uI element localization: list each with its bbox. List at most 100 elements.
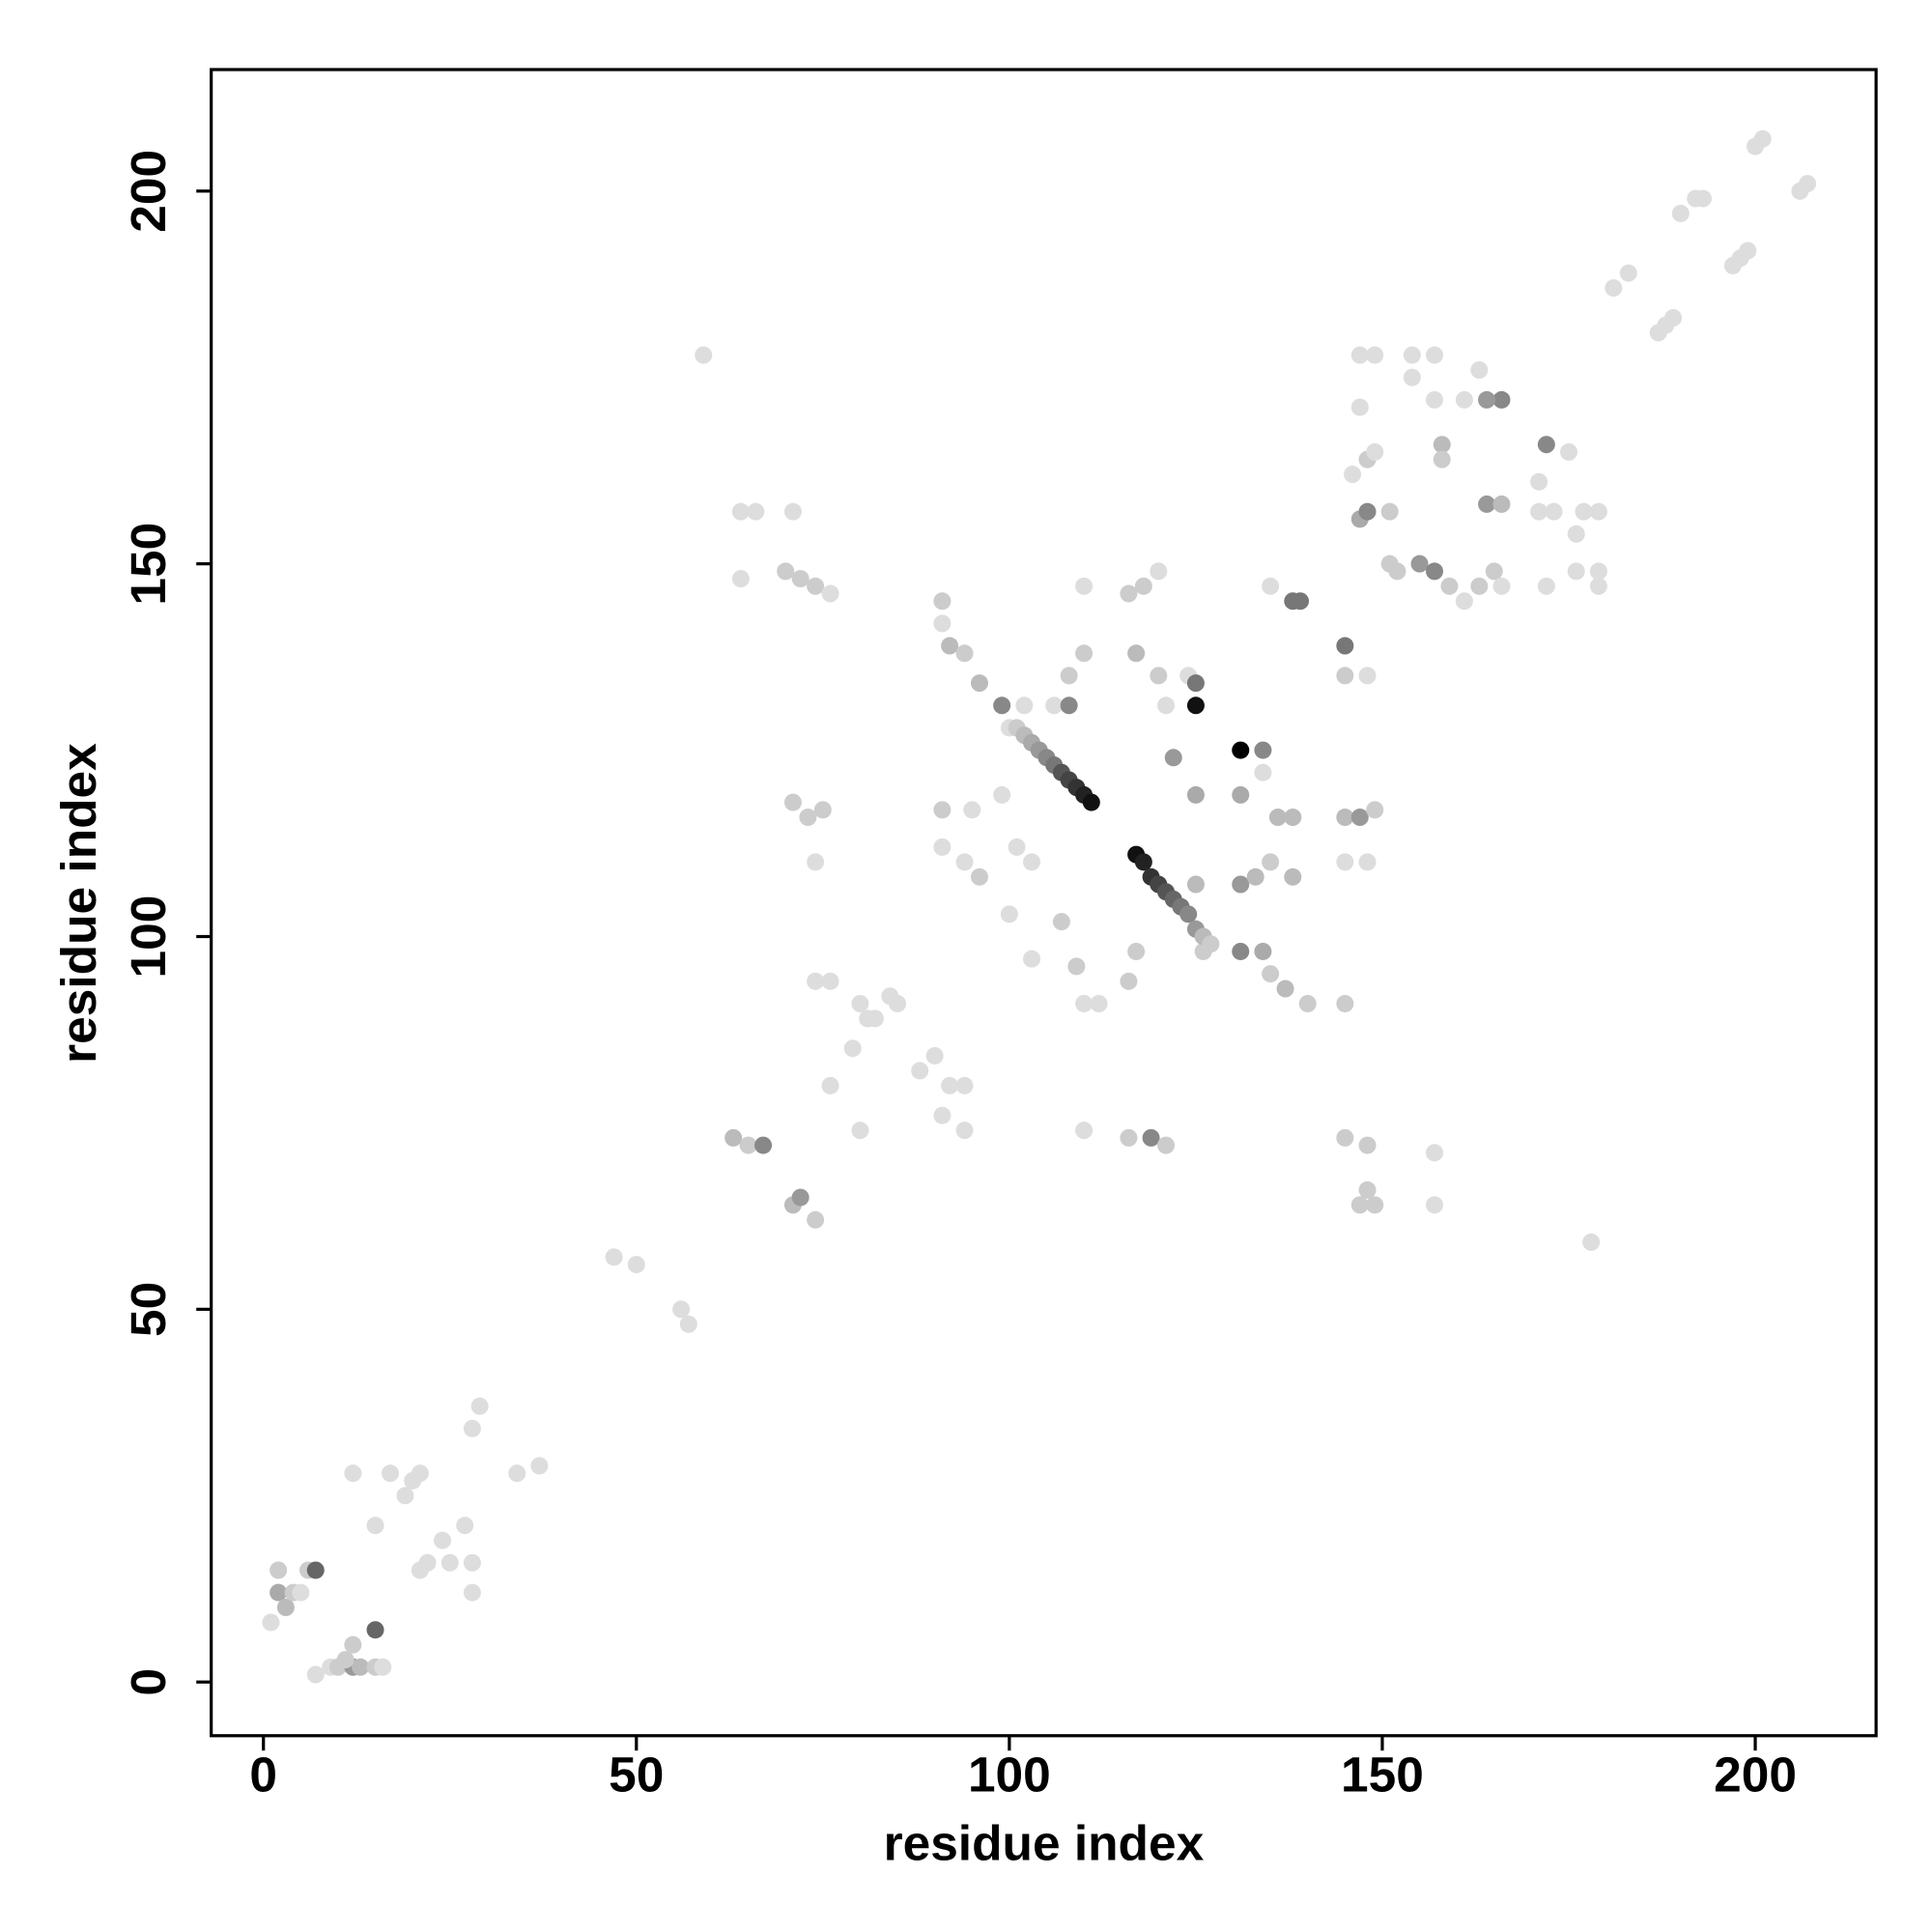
point xyxy=(1268,809,1287,827)
point xyxy=(933,801,952,819)
point xyxy=(366,1517,384,1535)
point xyxy=(1202,935,1220,953)
point xyxy=(396,1487,414,1505)
point xyxy=(344,1464,362,1483)
point xyxy=(1157,1136,1176,1154)
point xyxy=(1186,785,1205,804)
point xyxy=(1425,1144,1444,1162)
point xyxy=(1425,346,1444,364)
point xyxy=(1254,763,1272,781)
y-tick-label: 200 xyxy=(120,150,176,233)
point xyxy=(463,1553,481,1572)
point xyxy=(1134,853,1152,871)
point xyxy=(925,1046,944,1065)
point xyxy=(859,1009,877,1028)
point xyxy=(1739,242,1757,260)
point xyxy=(470,1397,489,1415)
point xyxy=(1186,875,1205,894)
point xyxy=(807,853,825,871)
point xyxy=(1336,667,1354,685)
point xyxy=(889,994,907,1012)
point xyxy=(679,1315,697,1333)
point xyxy=(1388,562,1406,581)
point xyxy=(1567,525,1585,543)
point xyxy=(783,502,802,521)
point xyxy=(1232,741,1250,759)
point xyxy=(1284,867,1302,886)
point xyxy=(1008,838,1026,856)
point xyxy=(1693,189,1712,208)
point xyxy=(777,562,795,581)
point xyxy=(1336,853,1354,871)
point xyxy=(381,1464,399,1483)
point xyxy=(933,592,952,611)
point xyxy=(783,793,802,811)
point xyxy=(411,1464,429,1483)
point xyxy=(1753,129,1772,148)
point xyxy=(1082,793,1100,811)
point xyxy=(1366,346,1384,364)
point xyxy=(1232,942,1250,960)
point xyxy=(1127,644,1146,663)
point xyxy=(374,1658,392,1676)
point xyxy=(276,1599,295,1617)
point xyxy=(1134,577,1152,595)
point xyxy=(799,809,817,827)
plot-frame xyxy=(210,68,1878,1738)
point xyxy=(1090,994,1108,1012)
x-tick-label: 0 xyxy=(249,1747,277,1803)
point xyxy=(1403,368,1421,386)
point xyxy=(1366,801,1384,819)
point xyxy=(1015,696,1034,715)
point xyxy=(1023,950,1041,968)
point xyxy=(1186,696,1205,715)
point xyxy=(724,1128,743,1147)
point xyxy=(1350,398,1369,416)
point xyxy=(1425,1196,1444,1214)
x-tick-label: 200 xyxy=(1714,1747,1797,1803)
y-tick-label: 150 xyxy=(120,523,176,606)
point xyxy=(1179,905,1198,923)
point xyxy=(366,1621,384,1639)
point xyxy=(1262,577,1280,595)
point xyxy=(933,838,952,856)
point xyxy=(672,1300,691,1319)
point xyxy=(955,1122,974,1140)
point xyxy=(1298,994,1317,1012)
point xyxy=(1589,562,1607,581)
point xyxy=(1358,1180,1377,1199)
point xyxy=(463,1583,481,1602)
point xyxy=(731,570,750,588)
point xyxy=(1262,965,1280,983)
point xyxy=(1336,637,1354,655)
point xyxy=(1470,361,1489,380)
point xyxy=(955,644,974,663)
point xyxy=(993,696,1011,715)
point xyxy=(1605,279,1623,298)
point xyxy=(807,1210,825,1229)
point xyxy=(1492,495,1511,513)
point xyxy=(1336,994,1354,1012)
point xyxy=(1530,472,1548,491)
point xyxy=(1470,577,1489,595)
point xyxy=(463,1419,481,1437)
point xyxy=(1358,1136,1377,1154)
point xyxy=(1410,554,1429,573)
point xyxy=(1492,390,1511,409)
point xyxy=(1232,875,1250,894)
point xyxy=(941,1076,959,1094)
point xyxy=(1344,466,1362,484)
point xyxy=(1358,853,1377,871)
point xyxy=(456,1517,474,1535)
point xyxy=(1232,785,1250,804)
point xyxy=(605,1248,623,1266)
point xyxy=(821,972,839,990)
point xyxy=(1664,309,1683,327)
point xyxy=(747,502,765,521)
point xyxy=(1478,495,1496,513)
point xyxy=(1575,502,1593,521)
point xyxy=(1142,1128,1160,1147)
point xyxy=(1060,667,1078,685)
point xyxy=(791,1188,810,1207)
